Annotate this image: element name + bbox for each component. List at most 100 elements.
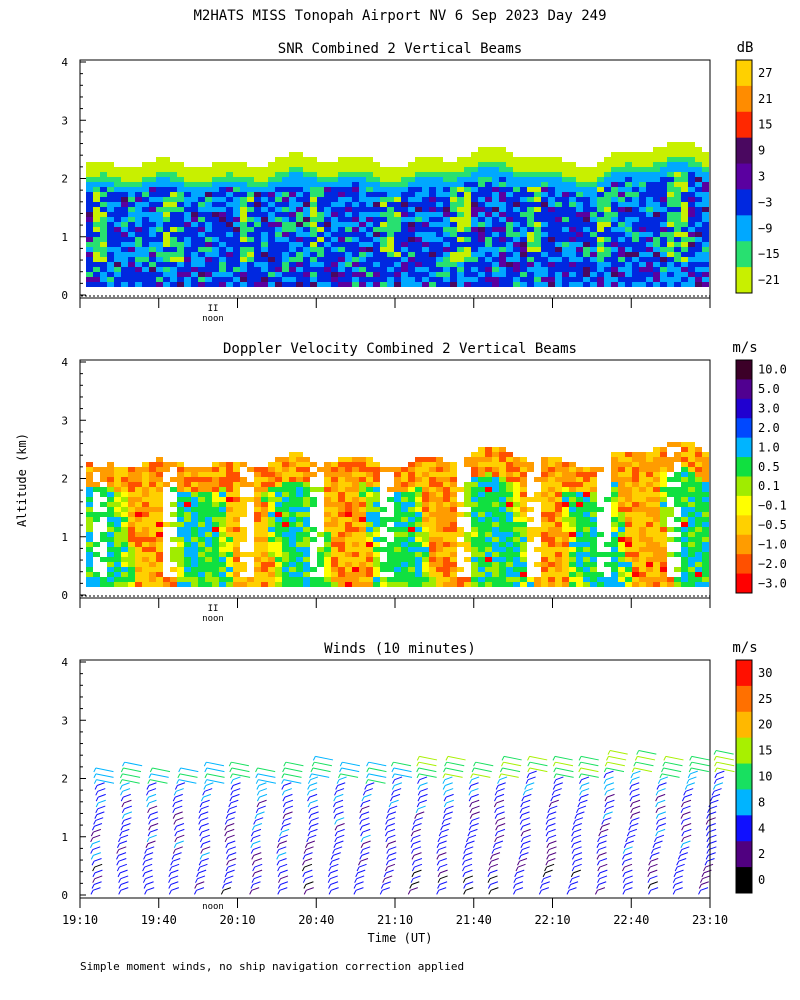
velocity-cell <box>541 552 548 557</box>
velocity-cell <box>422 567 429 572</box>
snr-cell <box>233 282 240 287</box>
snr-cell <box>492 177 499 182</box>
snr-cell <box>443 282 450 287</box>
velocity-cell <box>359 517 366 522</box>
snr-cell <box>282 242 289 247</box>
velocity-cell <box>121 557 128 562</box>
velocity-cell <box>681 567 688 572</box>
velocity-cell <box>688 562 695 567</box>
velocity-cell <box>618 502 625 507</box>
velocity-cell <box>86 557 93 562</box>
snr-cell <box>247 247 254 252</box>
wind-barb-shaft <box>230 791 234 796</box>
velocity-cell <box>296 492 303 497</box>
velocity-cell <box>681 507 688 512</box>
snr-cell <box>520 192 527 197</box>
snr-cell <box>128 252 135 257</box>
snr-cell <box>366 187 373 192</box>
snr-cell <box>289 197 296 202</box>
snr-cell <box>135 222 142 227</box>
snr-cell <box>387 237 394 242</box>
wind-barb <box>231 767 250 773</box>
snr-cell <box>170 262 177 267</box>
snr-cell <box>639 162 646 167</box>
velocity-cell <box>226 542 233 547</box>
snr-cell <box>667 222 674 227</box>
velocity-cell <box>282 512 289 517</box>
velocity-cell <box>443 552 450 557</box>
velocity-cell <box>478 487 485 492</box>
snr-cell <box>107 272 114 277</box>
snr-cell <box>590 227 597 232</box>
wind-barb <box>227 811 236 816</box>
snr-cell <box>394 202 401 207</box>
snr-cell <box>156 192 163 197</box>
snr-cell <box>128 227 135 232</box>
velocity-cell <box>632 457 639 462</box>
wind-barb-shaft <box>121 814 125 819</box>
snr-cell <box>646 152 653 157</box>
velocity-cell <box>681 512 688 517</box>
velocity-cell <box>562 497 569 502</box>
velocity-cell <box>268 497 275 502</box>
velocity-cell <box>429 567 436 572</box>
velocity-cell <box>254 507 261 512</box>
snr-cell <box>674 152 681 157</box>
wind-barb-shaft <box>198 808 202 814</box>
snr-cell <box>149 262 156 267</box>
velocity-cell <box>191 567 198 572</box>
velocity-cell <box>541 547 548 552</box>
snr-cell <box>359 212 366 217</box>
wind-barb <box>150 811 158 816</box>
velocity-cell <box>688 497 695 502</box>
snr-cell <box>212 282 219 287</box>
snr-cell <box>345 192 352 197</box>
snr-cell <box>485 227 492 232</box>
wind-barb-shaft <box>228 761 232 767</box>
snr-cell <box>506 262 513 267</box>
velocity-cell <box>184 507 191 512</box>
velocity-cell <box>100 557 107 562</box>
velocity-cell <box>625 537 632 542</box>
velocity-cell <box>443 467 450 472</box>
velocity-cell <box>394 552 401 557</box>
velocity-cell <box>233 582 240 587</box>
snr-cell <box>555 282 562 287</box>
velocity-cell <box>702 557 709 562</box>
snr-cell <box>100 222 107 227</box>
snr-cell <box>429 202 436 207</box>
snr-cell <box>380 207 387 212</box>
velocity-cell <box>296 572 303 577</box>
velocity-cell <box>149 492 156 497</box>
velocity-cell <box>625 502 632 507</box>
snr-cell <box>128 182 135 187</box>
snr-cell <box>506 182 513 187</box>
velocity-cell <box>373 492 380 497</box>
velocity-cell <box>702 532 709 537</box>
snr-cell <box>499 197 506 202</box>
velocity-cell <box>352 487 359 492</box>
wind-barb <box>178 779 197 784</box>
snr-cell <box>275 247 282 252</box>
snr-cell <box>646 227 653 232</box>
velocity-cell <box>198 567 205 572</box>
wind-barb-shaft <box>359 820 363 825</box>
colorbar-label: −0.5 <box>758 518 787 532</box>
velocity-cell <box>114 482 121 487</box>
velocity-cell <box>499 517 506 522</box>
snr-cell <box>135 257 142 262</box>
snr-cell <box>247 212 254 217</box>
wind-barb-shaft <box>251 860 255 866</box>
velocity-cell <box>576 582 583 587</box>
velocity-cell <box>86 467 93 472</box>
snr-cell <box>156 167 163 172</box>
snr-cell <box>436 242 443 247</box>
colorbar-swatch <box>736 215 752 242</box>
snr-cell <box>352 272 359 277</box>
snr-cell <box>86 162 93 167</box>
velocity-cell <box>464 462 471 467</box>
snr-cell <box>261 192 268 197</box>
velocity-cell <box>667 577 674 582</box>
snr-cell <box>457 272 464 277</box>
snr-cell <box>695 237 702 242</box>
